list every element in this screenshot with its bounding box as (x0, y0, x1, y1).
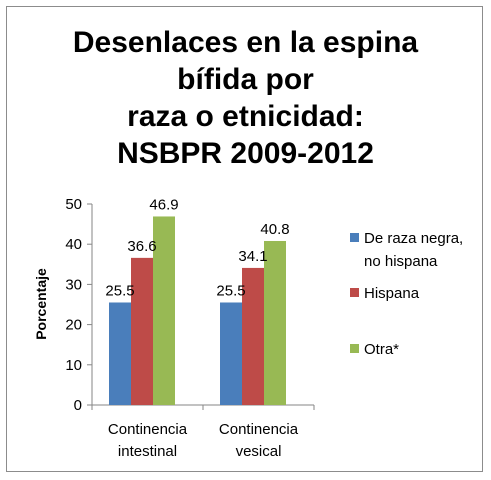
legend-label: De raza negra, (364, 230, 463, 247)
bar (264, 240, 286, 405)
chart-title: Desenlaces en la espina bífida por raza … (0, 24, 491, 172)
bar (242, 267, 264, 405)
data-label: 40.8 (260, 221, 289, 238)
legend-swatch (350, 288, 359, 297)
data-label: 25.5 (105, 282, 134, 299)
legend-label: Hispana (364, 285, 420, 302)
x-category-label: Continencia (108, 421, 188, 438)
data-label: 34.1 (238, 248, 267, 265)
bar (220, 302, 242, 405)
legend-swatch (350, 233, 359, 242)
x-category-label: Continencia (219, 421, 299, 438)
legend-label: no hispana (364, 253, 438, 270)
chart-title-line-3: raza o etnicidad: (127, 100, 364, 133)
y-tick-label: 10 (65, 357, 82, 374)
data-label: 46.9 (149, 196, 178, 213)
chart-title-line-1: Desenlaces en la espina (72, 26, 419, 59)
y-tick-label: 20 (65, 317, 82, 334)
x-category-label: vesical (236, 443, 282, 460)
legend-label: Otra* (364, 341, 399, 358)
bar (109, 302, 131, 405)
data-label: 25.5 (216, 282, 245, 299)
y-tick-label: 30 (65, 276, 82, 293)
bar (131, 257, 153, 405)
y-tick-label: 40 (65, 236, 82, 253)
bar (153, 216, 175, 405)
y-axis-label: Porcentaje (33, 268, 49, 340)
y-tick-label: 50 (65, 196, 82, 213)
chart-title-line-2: bífida por (177, 63, 314, 96)
data-label: 36.6 (127, 238, 156, 255)
legend-swatch (350, 344, 359, 353)
x-category-label: intestinal (118, 443, 177, 460)
y-tick-label: 0 (74, 397, 82, 414)
chart-title-line-4: NSBPR 2009-2012 (117, 137, 374, 170)
